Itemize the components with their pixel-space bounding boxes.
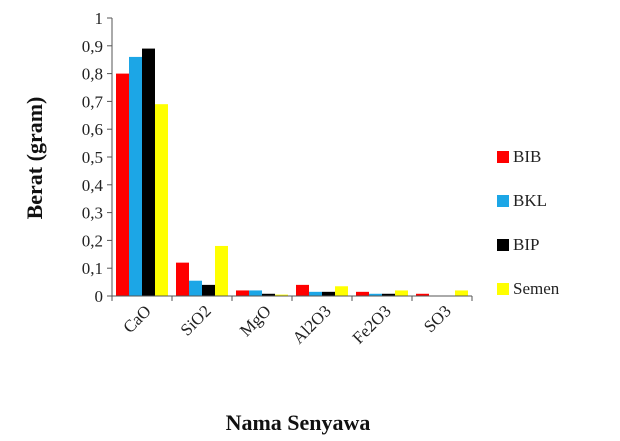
bar-bib-fe2o3 xyxy=(356,291,369,296)
bar-semen-cao xyxy=(155,104,168,297)
legend-label-bip: BIP xyxy=(513,235,539,254)
legend: BIB BKL BIP Semen xyxy=(497,147,560,298)
bar-semen-fe2o3 xyxy=(395,290,408,296)
y-axis-title: Berat (gram) xyxy=(22,97,47,220)
y-tick-label: 0,3 xyxy=(82,204,103,223)
bar-bip-mgo xyxy=(262,293,275,296)
y-tick-label: 0,6 xyxy=(82,120,103,139)
y-tick-label: 0,2 xyxy=(82,231,103,250)
bar-semen-so3 xyxy=(455,290,468,296)
bar-bkl-fe2o3 xyxy=(369,293,382,296)
y-tick-label: 0,4 xyxy=(82,176,104,195)
bar-bib-mgo xyxy=(236,290,249,296)
x-tick-label: CaO xyxy=(119,301,154,336)
legend-label-bkl: BKL xyxy=(513,191,547,210)
bars xyxy=(111,48,473,301)
legend-swatch-bkl xyxy=(497,195,509,207)
x-tick-label: Al2O3 xyxy=(289,301,335,347)
x-axis-labels: CaO SiO2 MgO Al2O3 Fe2O3 SO3 xyxy=(119,301,454,347)
bar-bib-sio2 xyxy=(176,262,189,296)
y-tick-label: 0,9 xyxy=(82,37,103,56)
y-tick-label: 0,8 xyxy=(82,65,103,84)
bar-bib-so3 xyxy=(416,293,429,296)
bar-bip-al2o3 xyxy=(322,291,335,296)
legend-label-semen: Semen xyxy=(513,279,560,298)
legend-label-bib: BIB xyxy=(513,147,541,166)
bar-semen-al2o3 xyxy=(335,286,348,296)
y-tick-label: 1 xyxy=(95,9,104,28)
y-axis-ticks: 0 0,1 0,2 0,3 0,4 0,5 0,6 0,7 0,8 0,9 1 xyxy=(82,9,112,306)
legend-swatch-bip xyxy=(497,239,509,251)
bar-bip-cao xyxy=(142,48,155,296)
bar-semen-sio2 xyxy=(215,245,228,296)
y-tick-label: 0,7 xyxy=(82,92,104,111)
bar-bkl-sio2 xyxy=(189,280,202,296)
x-tick-label: SO3 xyxy=(420,301,455,336)
bar-bip-fe2o3 xyxy=(382,293,395,296)
x-axis-title: Nama Senyawa xyxy=(226,410,371,435)
legend-swatch-semen xyxy=(497,283,509,295)
bar-semen-mgo xyxy=(275,294,288,296)
y-tick-label: 0,5 xyxy=(82,148,103,167)
x-tick-label: SiO2 xyxy=(177,301,215,339)
bar-bip-sio2 xyxy=(202,284,215,296)
bar-bib-cao xyxy=(116,73,129,296)
bar-bkl-cao xyxy=(129,56,142,296)
bar-bkl-al2o3 xyxy=(309,291,322,296)
bar-bib-al2o3 xyxy=(296,284,309,296)
y-tick-label: 0 xyxy=(95,287,104,306)
y-tick-label: 0,1 xyxy=(82,259,103,278)
bar-bkl-mgo xyxy=(249,290,262,296)
x-tick-label: Fe2O3 xyxy=(349,301,395,347)
legend-swatch-bib xyxy=(497,151,509,163)
x-tick-label: MgO xyxy=(236,301,275,340)
